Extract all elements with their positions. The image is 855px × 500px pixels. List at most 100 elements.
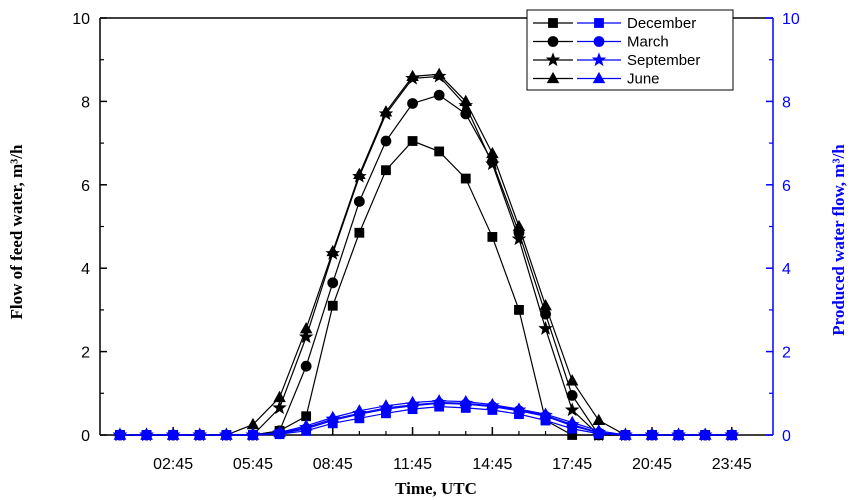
point-feed-june [299,321,313,334]
line-feed-september [119,75,732,436]
series-produced-march [114,397,738,441]
line-produced-june [119,400,732,436]
point-feed-december [354,227,365,238]
legend-feed-marker [546,71,560,84]
series-feed-september [112,68,740,442]
point-produced-june [619,428,632,440]
legend-feed-marker [545,52,561,67]
point-produced-june [645,428,659,440]
legend-produced-marker [594,18,604,28]
legend-produced-marker [593,36,605,47]
point-produced-june [698,428,712,440]
point-produced-june [725,428,739,440]
point-feed-june [592,413,606,426]
x-tick-label: 17:45 [552,456,592,473]
point-produced-june [353,404,366,416]
series-produced-december [115,401,737,440]
legend-label: March [627,34,669,51]
point-feed-march [433,89,445,101]
left-y-axis: 0 2 4 6 8 10 [72,11,107,445]
point-feed-december [434,146,445,157]
point-feed-june [459,94,473,107]
point-feed-december [407,136,418,146]
point-feed-september [272,400,287,415]
right-y-tick-label: 6 [782,178,791,195]
line-produced-december [119,406,732,436]
series-feed-december [115,136,737,440]
x-tick-label: 05:45 [233,456,273,473]
x-tick-label: 14:45 [472,456,512,473]
x-tick-label: 02:45 [153,456,193,473]
legend-label: June [627,71,660,88]
legend-entry-june: June [533,71,660,88]
right-y-axis-title: Produced water flow, m³/h [829,144,848,336]
x-tick-label: 23:45 [712,456,752,473]
point-produced-june [512,402,526,414]
point-feed-december [514,304,524,315]
legend-entry-march: March [533,34,669,51]
point-feed-december [381,165,391,176]
x-tick-label: 08:45 [313,456,353,473]
right-y-tick-label: 8 [782,94,791,111]
point-produced-june [140,428,153,440]
point-feed-june [326,244,340,257]
legend-produced-marker [591,52,607,67]
legend-label: September [627,52,700,69]
point-feed-march [327,277,339,289]
legend-label: December [627,15,696,32]
point-feed-june [565,374,579,386]
point-produced-june [672,428,685,440]
point-produced-june [565,415,579,428]
point-feed-march [300,360,312,372]
point-produced-june [299,419,313,431]
left-y-tick-label: 2 [81,345,90,362]
left-y-tick-label: 4 [81,261,90,278]
point-produced-june [273,425,286,438]
point-feed-december [460,173,471,184]
point-feed-december [487,232,498,242]
point-feed-march [380,135,392,147]
point-feed-june [539,299,552,311]
right-y-tick-label: 10 [782,11,800,28]
legend-entry-september: September [533,52,700,69]
x-tick-label: 20:45 [632,456,672,473]
x-tick-label: 11:45 [393,456,432,473]
point-feed-september [511,231,527,246]
legend-produced-marker [592,71,606,84]
line-feed-june [119,73,732,436]
series-layer [112,67,740,442]
line-feed-december [119,140,732,436]
point-produced-june [592,424,606,436]
point-produced-june [246,428,260,440]
point-produced-june [486,397,499,410]
point-feed-june [273,390,286,403]
series-produced-june [113,394,739,440]
point-feed-june [406,69,419,82]
point-feed-september [538,321,553,335]
right-y-tick-label: 2 [782,345,791,362]
right-y-axis: 0 2 4 6 8 10 [766,11,800,445]
legend-feed-marker [548,18,558,28]
point-produced-june [193,428,207,440]
left-y-tick-label: 10 [72,11,90,28]
point-produced-june [166,428,180,440]
point-feed-march [353,196,365,207]
legend-feed-marker [547,36,559,47]
legend-entry-december: December [533,15,696,32]
point-produced-june [406,395,419,408]
series-feed-june [113,67,739,440]
point-feed-march [407,98,418,109]
point-feed-june [379,105,393,117]
point-feed-june [512,219,526,232]
series-produced-september [112,394,740,442]
point-feed-june [432,67,446,79]
point-feed-june [353,167,366,180]
x-axis: 02:45 05:45 08:45 11:45 14:45 17:45 20:45 23:45 [119,427,752,473]
point-produced-june [326,410,340,423]
x-axis-title: Time, UTC [395,479,477,498]
left-y-tick-label: 0 [81,428,90,445]
point-produced-june [379,399,393,411]
point-produced-june [113,428,127,440]
